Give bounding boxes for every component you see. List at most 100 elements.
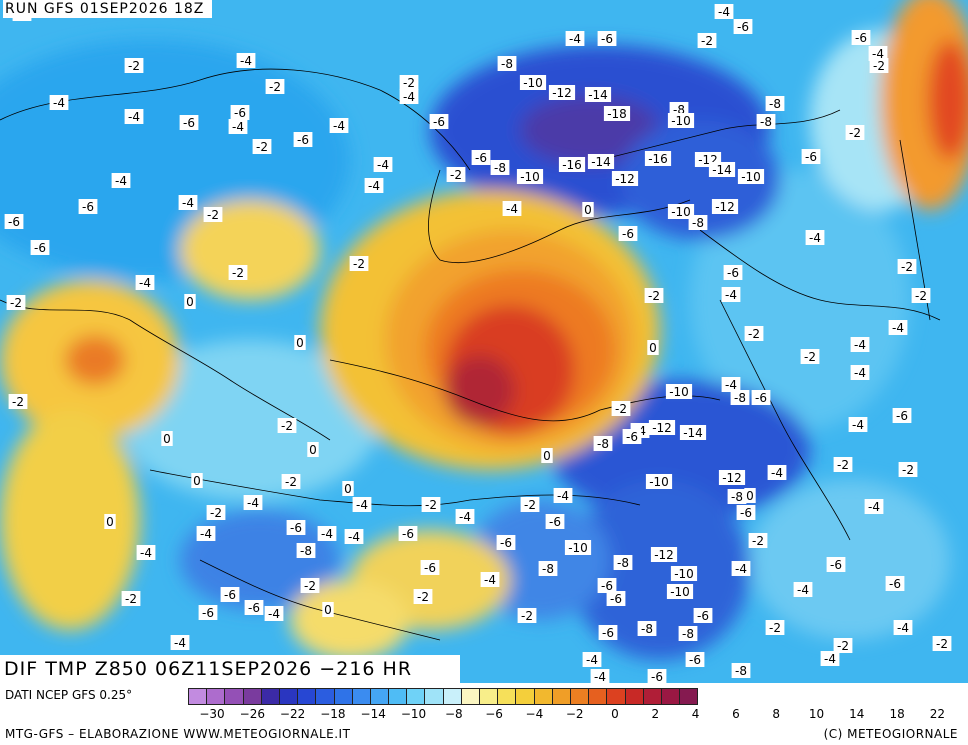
contour-label: -2 — [524, 498, 536, 512]
contour-label-box — [553, 488, 573, 503]
contour-label-box — [496, 535, 516, 550]
contour-label: -2 — [353, 257, 365, 271]
contour-label: -6 — [626, 430, 638, 444]
contour-label: -4 — [377, 158, 389, 172]
contour-label: -6 — [601, 579, 613, 593]
contour-label-box — [598, 625, 618, 640]
contour-labels: -2 -4 -2 -4 -4 -6 -4 -6 -2 -4 -6 -4 -2 -6 -4 -4 -4 -2 -4 -6… — [4, 4, 952, 683]
color-scale-tick: −10 — [400, 707, 427, 721]
contour-label-box — [420, 560, 440, 575]
contour-label-box — [801, 149, 821, 164]
contour-label-box — [597, 578, 617, 593]
contour-label-box — [721, 377, 741, 392]
contour-label: 0 — [324, 603, 332, 617]
contour-label-box — [170, 635, 190, 650]
contour-label: 0 — [163, 432, 171, 446]
contour-label-box — [793, 582, 813, 597]
contour-label-box — [644, 288, 664, 303]
contour-label-box — [613, 555, 633, 570]
contour-label-box — [490, 160, 510, 175]
contour-label-box — [104, 514, 116, 529]
contour-label-box — [135, 275, 155, 290]
contour-label: -4 — [797, 583, 809, 597]
contour-label: -6 — [549, 515, 561, 529]
contour-label-box — [731, 663, 751, 678]
contour-label: -4 — [484, 573, 496, 587]
contour-label-box — [294, 335, 306, 350]
contour-label: -8 — [617, 556, 629, 570]
contour-label-box — [286, 520, 306, 535]
contour-label: -10 — [671, 114, 691, 128]
contour-label-box — [820, 651, 840, 666]
contour-label-box — [888, 320, 908, 335]
contour-label: -4 — [852, 418, 864, 432]
contour-label-box — [520, 497, 540, 512]
contour-label-box — [693, 608, 713, 623]
contour-label-box — [736, 505, 756, 520]
color-scale-tick: −14 — [360, 707, 386, 721]
color-swatch — [333, 688, 353, 705]
contour-label: -10 — [741, 170, 761, 184]
contour-label: -10 — [649, 475, 669, 489]
contour-label-box — [721, 287, 741, 302]
contour-label-box — [678, 626, 698, 641]
contour-label-box — [293, 132, 313, 147]
contour-label-box — [252, 139, 272, 154]
contour-label-box — [731, 561, 751, 576]
color-swatch — [188, 688, 208, 705]
contour-label: -6 — [290, 521, 302, 535]
contour-label: -8 — [735, 664, 747, 678]
contour-label-box — [688, 215, 708, 230]
contour-label: -2 — [285, 475, 297, 489]
color-swatch — [388, 688, 408, 705]
contour-label-box — [751, 390, 771, 405]
contour-label: -4 — [459, 510, 471, 524]
contour-label-box — [8, 394, 28, 409]
contour-label: -2 — [521, 609, 533, 623]
contour-label: -2 — [210, 506, 222, 520]
color-scale-tick: 18 — [889, 707, 905, 721]
contour-label: -10 — [520, 170, 540, 184]
contour-label-box — [744, 488, 756, 503]
contour-label-box — [236, 53, 256, 68]
contour-label-box — [243, 495, 263, 510]
contour-label-box — [845, 125, 865, 140]
contour-label: -6 — [889, 577, 901, 591]
color-swatch — [551, 688, 571, 705]
contour-label: -4 — [128, 110, 140, 124]
contour-label-box — [850, 337, 870, 352]
contour-label: -4 — [139, 276, 151, 290]
contour-label-box — [545, 514, 565, 529]
contour-label-box — [848, 417, 868, 432]
contour-label: -6 — [234, 106, 246, 120]
color-scale-legend — [188, 688, 699, 705]
color-scale-tick: −26 — [239, 707, 265, 721]
contour-label-box — [590, 669, 610, 683]
contour-label: -4 — [854, 338, 866, 352]
color-swatch — [442, 688, 462, 705]
contour-label-box — [800, 349, 820, 364]
contour-label-box — [582, 652, 602, 667]
contour-label-box — [864, 499, 884, 514]
contour-label: -14 — [588, 88, 608, 102]
contour-label: -2 — [256, 140, 268, 154]
contour-label: -2 — [304, 579, 316, 593]
contour-label: -8 — [597, 437, 609, 451]
contour-label: -4 — [174, 636, 186, 650]
contour-label: -4 — [115, 174, 127, 188]
credit-left: MTG-GFS – ELABORAZIONE WWW.METEOGIORNALE… — [5, 727, 351, 741]
color-swatch — [206, 688, 226, 705]
contour-label: -8 — [542, 562, 554, 576]
contour-label-box — [587, 154, 615, 169]
contour-label: -4 — [771, 466, 783, 480]
contour-label: -8 — [673, 103, 685, 117]
field-title: DIF TMP Z850 06Z11SEP2026 −216 HR — [0, 655, 460, 683]
contour-label-box — [264, 606, 284, 621]
contour-label: -4 — [53, 96, 65, 110]
contour-label: -2 — [901, 260, 913, 274]
contour-label: -18 — [607, 107, 627, 121]
contour-label-box — [565, 31, 585, 46]
contour-label-box — [399, 89, 419, 104]
contour-label: -6 — [8, 215, 20, 229]
color-swatch — [297, 688, 317, 705]
